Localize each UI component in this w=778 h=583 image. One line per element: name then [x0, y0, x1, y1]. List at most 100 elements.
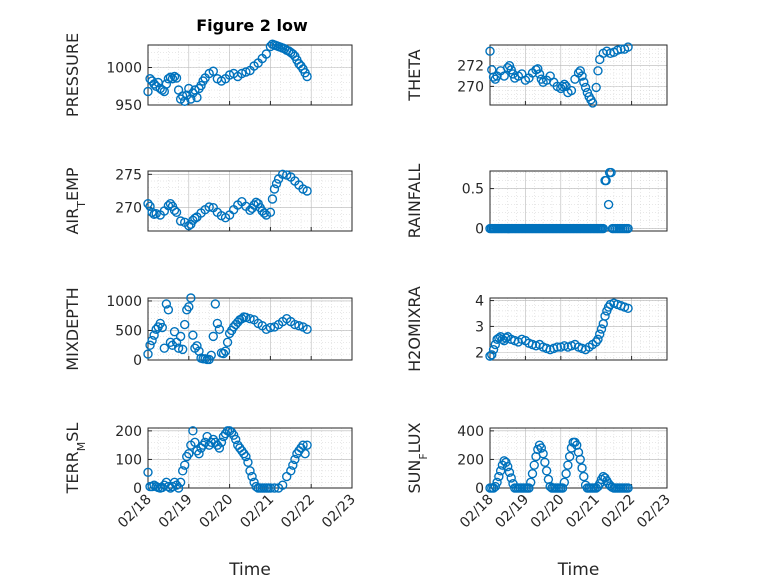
data-point — [623, 223, 633, 234]
data-point — [163, 200, 174, 211]
data-point — [188, 330, 198, 340]
data-point — [277, 169, 288, 180]
data-point — [538, 449, 548, 459]
data-point — [557, 483, 568, 493]
data-point — [175, 477, 186, 487]
ytick-label: 0 — [133, 481, 142, 497]
data-point — [186, 293, 196, 303]
ylabel-subscript: M — [75, 442, 88, 452]
data-point — [149, 330, 159, 340]
data-point — [601, 175, 611, 186]
data-point — [302, 71, 312, 82]
ylabel-8: SUNFLUX — [405, 422, 430, 493]
data-point — [220, 346, 231, 356]
data-point — [143, 198, 153, 209]
data-point — [579, 471, 589, 482]
data-point — [302, 186, 312, 196]
ylabel-2: THETA — [405, 49, 424, 101]
data-point — [241, 451, 251, 462]
data-point — [192, 92, 202, 103]
data-point — [218, 348, 229, 359]
data-point — [488, 344, 499, 355]
data-point — [241, 312, 251, 323]
ytick-label: 1000 — [106, 61, 142, 77]
data-point — [492, 477, 502, 487]
ytick-label: 0 — [475, 481, 484, 497]
data-point — [559, 79, 570, 90]
ylabel-subscript: T — [75, 201, 88, 209]
ylabel-5: MIXDEPTH — [63, 287, 82, 370]
xlabel-8: Time — [557, 560, 600, 580]
figure-title: Figure 2 low — [196, 16, 308, 35]
data-point — [204, 202, 214, 212]
data-point — [173, 483, 184, 493]
ytick-label: 272 — [457, 59, 484, 75]
data-point — [593, 66, 603, 76]
data-point — [208, 331, 218, 342]
data-point — [591, 82, 601, 93]
data-point — [533, 64, 543, 74]
data-point — [564, 451, 575, 462]
data-point — [506, 65, 516, 75]
subplot-4: 0 0.5 RAINFALL — [405, 164, 668, 238]
data-point — [261, 49, 272, 59]
data-point — [143, 467, 153, 477]
data-point — [540, 457, 550, 467]
data-point — [290, 319, 300, 330]
data-point — [508, 69, 518, 79]
axes-box — [147, 427, 353, 489]
data-point — [194, 449, 204, 459]
data-point — [506, 473, 516, 483]
data-point — [171, 207, 182, 218]
data-point — [145, 340, 155, 350]
ylabel-7: TERRMSL — [63, 423, 88, 495]
data-point — [269, 184, 280, 194]
data-point — [591, 337, 601, 347]
data-point — [177, 466, 188, 476]
data-point — [239, 449, 249, 459]
data-point — [143, 349, 153, 359]
data-point — [577, 71, 587, 81]
axes-box — [489, 427, 668, 489]
data-point — [524, 483, 534, 493]
data-point — [208, 66, 218, 76]
data-point — [147, 335, 157, 346]
data-point — [577, 463, 587, 473]
data-point — [526, 477, 536, 487]
data-point — [575, 66, 585, 76]
data-point — [587, 98, 598, 108]
data-point — [149, 79, 159, 89]
ytick-label: 200 — [115, 424, 142, 440]
data-point — [593, 334, 603, 345]
data-point — [249, 200, 259, 210]
data-point — [171, 73, 182, 83]
data-point — [495, 466, 506, 476]
data-point — [302, 324, 312, 334]
data-point — [271, 178, 282, 189]
data-point — [277, 480, 288, 490]
ytick-label: 500 — [115, 323, 142, 339]
data-point — [157, 322, 167, 333]
ylabel-part: EMP — [63, 167, 82, 201]
data-point — [267, 194, 278, 204]
subplot-5: 0 500 1000 MIXDEPTH — [63, 287, 353, 371]
data-point — [228, 430, 239, 440]
axes-box — [489, 297, 668, 361]
data-point — [210, 299, 221, 309]
data-point — [180, 460, 190, 470]
data-point — [165, 72, 176, 82]
data-point — [269, 483, 280, 493]
data-point — [231, 434, 241, 445]
data-point — [580, 82, 591, 93]
ytick-label: 270 — [457, 79, 484, 95]
ylabel-part: AIR — [63, 208, 82, 235]
data-point — [222, 337, 233, 347]
ytick-label: 400 — [457, 424, 484, 440]
data-point — [184, 302, 194, 312]
ytick-label: 0 — [475, 222, 484, 238]
data-point — [216, 437, 227, 447]
data-point — [190, 437, 200, 447]
data-point — [247, 471, 257, 482]
data-point — [159, 343, 170, 353]
